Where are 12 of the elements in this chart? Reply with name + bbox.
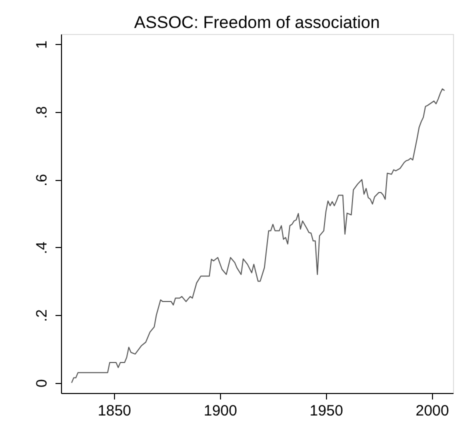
y-tick-label: .8 xyxy=(34,106,50,119)
x-tick-label: 2000 xyxy=(416,402,449,420)
line-series xyxy=(71,88,446,384)
y-tick-label: .4 xyxy=(34,242,50,254)
x-tick-label: 1950 xyxy=(310,402,344,420)
y-tick-label: 0 xyxy=(34,379,50,388)
x-tick-label: 1850 xyxy=(98,402,132,420)
x-tick-label: 1900 xyxy=(204,402,238,420)
y-tick-label: .2 xyxy=(34,309,50,322)
y-tick-label: .6 xyxy=(34,174,50,186)
y-tick-label: 1 xyxy=(34,40,50,49)
chart-title: ASSOC: Freedom of association xyxy=(134,13,380,32)
